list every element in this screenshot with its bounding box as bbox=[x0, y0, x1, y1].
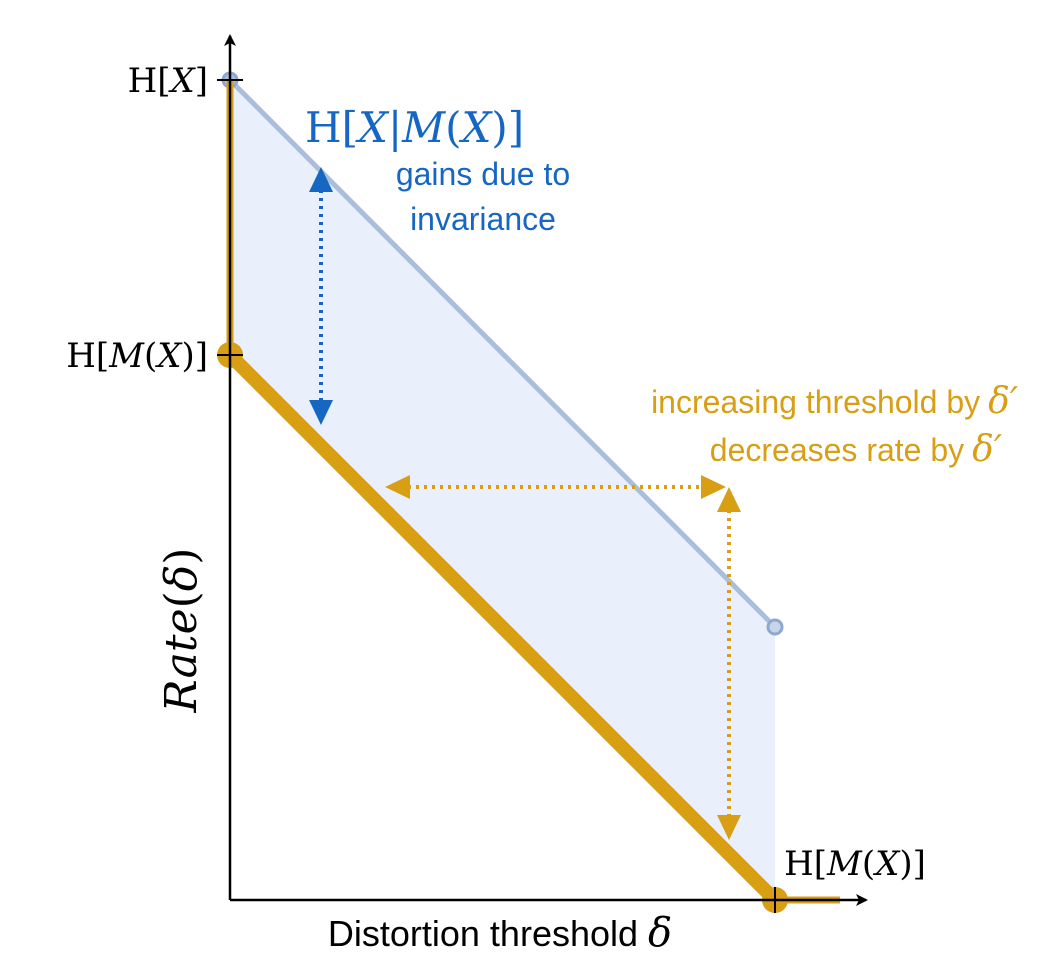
blue-annotation-line1: gains due to bbox=[396, 156, 570, 192]
y-tick-label-entropy-mx: H[M(X)] bbox=[66, 336, 208, 376]
blue-gain-arrow-down-head bbox=[309, 400, 333, 425]
orange-rate-arrow-up-head bbox=[717, 487, 741, 512]
orange-annotation-line1: increasing threshold by δ′ bbox=[651, 381, 1018, 422]
y-tick-label-entropy-x: H[X] bbox=[128, 61, 208, 101]
blue-gain-arrow-up-head bbox=[309, 167, 333, 192]
x-axis-label: Distortion threshold δ bbox=[328, 910, 672, 956]
orange-rate-arrow-down-head bbox=[717, 815, 741, 840]
blue-annotation-heading: H[X|M(X)] bbox=[305, 103, 524, 152]
y-axis-label: Rate(δ) bbox=[156, 548, 207, 714]
orange-threshold-arrow-left-head bbox=[385, 475, 410, 499]
invariance-gain-region bbox=[230, 80, 775, 900]
x-tick-label-entropy-mx: H[M(X)] bbox=[784, 844, 926, 884]
upper-curve-end-point bbox=[766, 618, 784, 636]
orange-annotation-line2: decreases rate by δ′ bbox=[710, 429, 1002, 470]
lower-rate-curve bbox=[225, 350, 780, 905]
orange-threshold-arrow-right-head bbox=[701, 475, 726, 499]
blue-annotation-line2: invariance bbox=[410, 201, 556, 237]
